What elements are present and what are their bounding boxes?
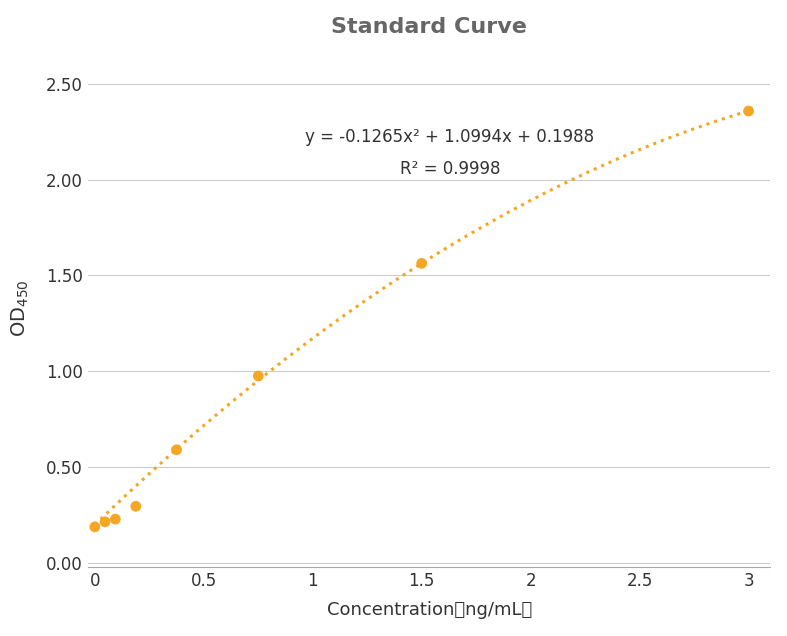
Text: y = -0.1265x² + 1.0994x + 0.1988
R² = 0.9998: y = -0.1265x² + 1.0994x + 0.1988 R² = 0.… bbox=[305, 128, 594, 178]
Title: Standard Curve: Standard Curve bbox=[331, 17, 527, 37]
Point bbox=[89, 522, 102, 532]
Point bbox=[416, 258, 428, 268]
Point bbox=[170, 445, 183, 455]
X-axis label: Concentration（ng/mL）: Concentration（ng/mL） bbox=[327, 601, 532, 619]
Point bbox=[109, 514, 122, 524]
Point bbox=[99, 516, 112, 527]
Text: $\mathrm{OD}_{450}$: $\mathrm{OD}_{450}$ bbox=[9, 279, 31, 337]
Point bbox=[130, 501, 142, 511]
Point bbox=[742, 106, 755, 116]
Point bbox=[252, 371, 264, 381]
